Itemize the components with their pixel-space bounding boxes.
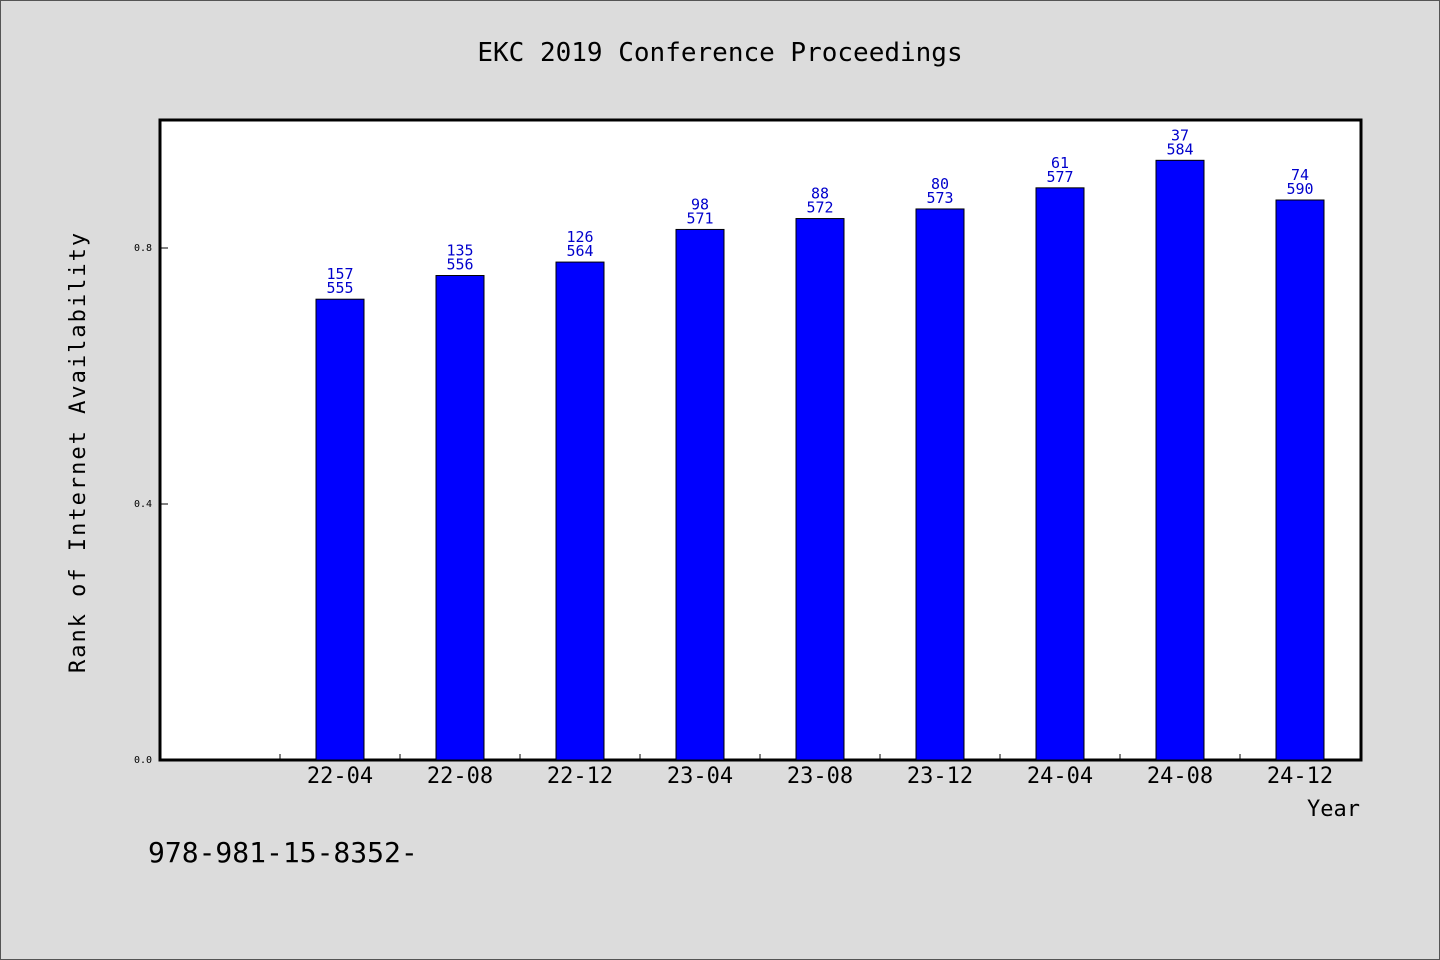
bar <box>795 218 845 761</box>
x-axis: 22-04 22-08 22-12 23-04 23-08 23-12 24-04 24-08… <box>279 754 1361 789</box>
bar-label-top: 98 <box>691 195 709 213</box>
y-tick-label: 0.4 <box>134 499 152 510</box>
y-axis-label: Rank of Internet Availability <box>66 231 91 673</box>
bar <box>1035 187 1085 761</box>
bar-label-bottom: 573 <box>926 189 953 207</box>
y-axis: 0.0 0.4 0.8 <box>134 243 168 766</box>
x-tick-label: 23-12 <box>907 764 973 789</box>
x-tick-label: 24-08 <box>1147 764 1213 789</box>
x-axis-label: Year <box>1307 797 1360 822</box>
bar-label-bottom: 577 <box>1046 168 1073 186</box>
bar <box>915 208 965 761</box>
bar-label-top: 88 <box>811 185 829 203</box>
x-tick-label: 22-04 <box>307 764 373 789</box>
bar-label-bottom: 571 <box>686 209 713 227</box>
bar <box>435 275 485 761</box>
x-tick-label: 23-04 <box>667 764 733 789</box>
x-tick-label: 24-04 <box>1027 764 1093 789</box>
bar-label-top: 37 <box>1171 126 1189 144</box>
bar-label-top: 135 <box>446 242 473 260</box>
y-tick-label: 0.8 <box>134 243 152 254</box>
bar-label-top: 157 <box>326 265 353 283</box>
bar <box>555 261 605 761</box>
x-tick-label: 23-08 <box>787 764 853 789</box>
x-tick-label: 22-08 <box>427 764 493 789</box>
bar-label-bottom: 572 <box>806 199 833 217</box>
footer-isbn: 978-981-15-8352- <box>148 836 418 869</box>
bar <box>315 298 365 761</box>
bar-label-bottom: 555 <box>326 279 353 297</box>
bar-label-bottom: 556 <box>446 256 473 274</box>
x-tick-label: 22-12 <box>547 764 613 789</box>
bar-label-bottom: 590 <box>1286 180 1313 198</box>
chart-title: EKC 2019 Conference Proceedings <box>477 38 962 68</box>
bar <box>1155 159 1205 761</box>
x-tick-label: 24-12 <box>1267 764 1333 789</box>
bar-label-top: 74 <box>1291 166 1309 184</box>
bar-label-top: 126 <box>566 228 593 246</box>
bar <box>1275 199 1325 761</box>
bar-label-top: 61 <box>1051 154 1069 172</box>
bar-label-bottom: 564 <box>566 242 593 260</box>
bar <box>675 228 725 761</box>
y-tick-label: 0.0 <box>134 755 152 766</box>
bar-label-top: 80 <box>931 175 949 193</box>
bar-label-bottom: 584 <box>1166 140 1193 158</box>
